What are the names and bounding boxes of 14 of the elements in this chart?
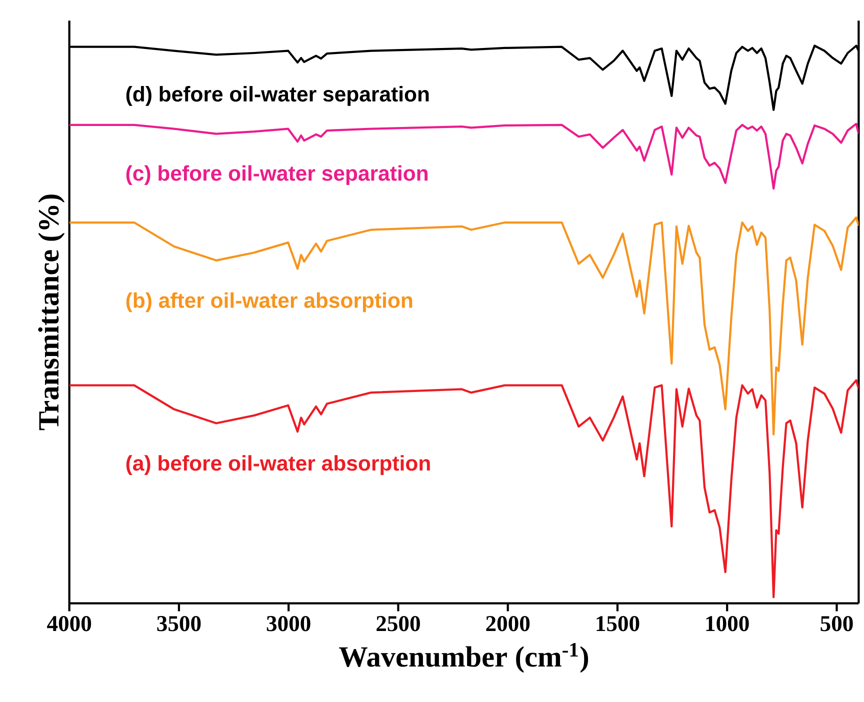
x-tick-label: 3500 — [157, 616, 201, 632]
y-axis-title: Transmittance (%) — [38, 194, 65, 430]
x-axis-title: Wavenumber (cm$^{-1}$) — [339, 643, 588, 673]
x-tick-label: 1500 — [596, 616, 640, 632]
x-tick-label: 4000 — [47, 616, 92, 632]
series-label: (d) before oil-water separation — [126, 86, 429, 106]
x-tick-label: 3000 — [266, 616, 310, 632]
series-label: (a) before oil-water absorption — [126, 455, 430, 475]
x-tick-label: 1000 — [706, 616, 749, 632]
text: (b) after oil-water absorption — [126, 292, 412, 312]
x-tick-label: 2500 — [376, 616, 420, 632]
x-tick-label: 500 — [820, 616, 853, 632]
x-tick-label: 2000 — [486, 616, 530, 632]
series-label: (c) before oil-water separation — [126, 165, 428, 186]
